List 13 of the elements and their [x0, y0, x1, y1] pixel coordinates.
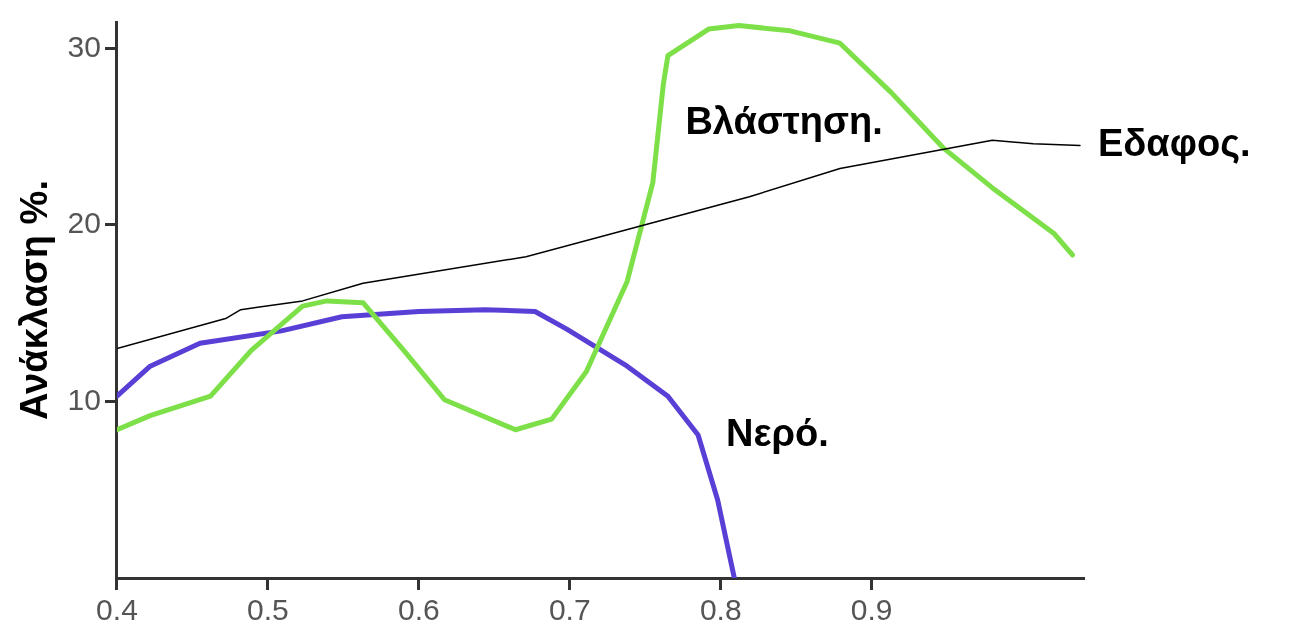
x-tick-label: 0.8	[699, 593, 742, 627]
x-tick-label: 0.5	[247, 593, 289, 627]
y-tick-label: 10	[67, 382, 101, 416]
x-tick-label: 0.6	[397, 593, 440, 627]
x-tick-label: 0.4	[96, 593, 138, 627]
y-axis-title: Ανάκλαση %.	[13, 180, 56, 420]
series-label: Βλάστηση.	[685, 100, 883, 143]
series-label: Νερό.	[726, 411, 829, 454]
x-tick-label: 0.9	[850, 593, 893, 627]
x-tick-label: 0.7	[548, 593, 591, 627]
y-tick-label: 20	[67, 206, 101, 240]
y-tick-label: 30	[67, 29, 101, 63]
series-label: Εδαφος.	[1097, 122, 1251, 165]
